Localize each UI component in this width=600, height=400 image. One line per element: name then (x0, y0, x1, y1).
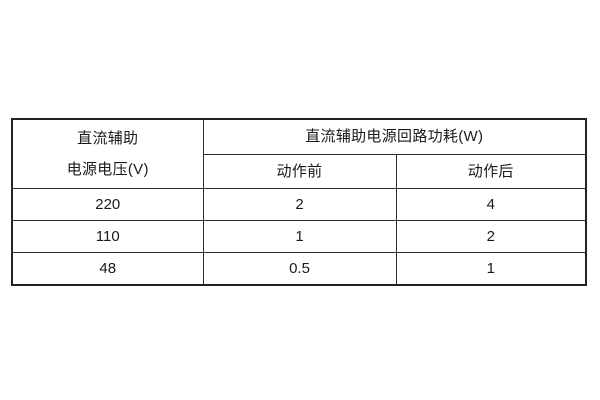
table-header-row-secondary: 动作前 动作后 (12, 154, 587, 189)
header-cell-voltage: 直流辅助 电源电压(V) (11, 118, 204, 189)
header-cell-after-operation: 动作后 (395, 154, 587, 189)
cell-after: 1 (395, 252, 587, 286)
header-voltage-line-2: 电源电压(V) (66, 160, 149, 178)
cell-voltage: 220 (11, 188, 204, 221)
table-row: 220 2 4 (11, 188, 587, 221)
header-cell-before-operation: 动作前 (202, 154, 397, 189)
cell-voltage: 48 (11, 252, 204, 286)
table-header-row-primary: 直流辅助 电源电压(V) 直流辅助电源回路功耗(W) (11, 118, 587, 189)
table-row: 110 1 2 (11, 220, 587, 253)
cell-after: 2 (395, 220, 587, 253)
spec-table-container: 直流辅助 电源电压(V) 直流辅助电源回路功耗(W) 动作前 动作后 220 2… (11, 118, 587, 286)
header-cell-power-consumption: 直流辅助电源回路功耗(W) (202, 118, 587, 155)
dc-auxiliary-power-table: 直流辅助 电源电压(V) 直流辅助电源回路功耗(W) 动作前 动作后 220 2… (11, 118, 587, 286)
cell-before: 0.5 (202, 252, 397, 286)
table-row: 48 0.5 1 (11, 252, 587, 286)
cell-before: 1 (202, 220, 397, 253)
cell-before: 2 (202, 188, 397, 221)
cell-after: 4 (395, 188, 587, 221)
header-voltage-line-1: 直流辅助 (77, 129, 139, 147)
cell-voltage: 110 (11, 220, 204, 253)
